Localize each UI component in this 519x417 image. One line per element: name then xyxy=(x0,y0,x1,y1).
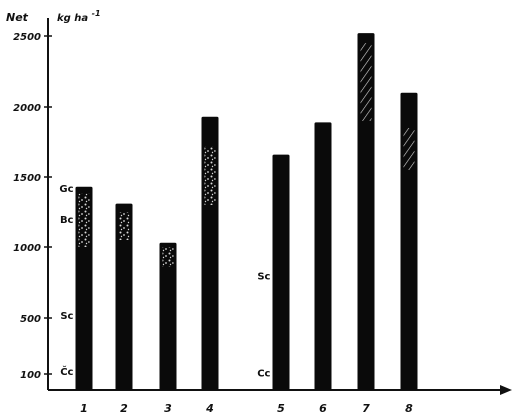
y-tick-label: 1000 xyxy=(13,243,41,254)
unit-text: kg ha xyxy=(57,13,88,24)
segment-labels: Gc Bc Sc Čc Sc Cc xyxy=(59,184,270,379)
x-tick-label: 2 xyxy=(120,402,128,415)
bar-2 xyxy=(115,203,133,390)
unit-exponent: -1 xyxy=(92,9,101,18)
y-tick-label: 500 xyxy=(20,314,41,325)
x-tick-label: 8 xyxy=(405,402,413,415)
x-tick-label: 4 xyxy=(205,402,214,415)
bar-texture xyxy=(204,146,216,205)
y-tick-label: 2500 xyxy=(13,32,41,43)
segment-label: Sc xyxy=(257,271,270,282)
segment-label: Sc xyxy=(60,311,73,322)
bar-6 xyxy=(314,122,332,391)
y-tick-label: 2000 xyxy=(13,103,41,114)
bar-texture xyxy=(118,212,130,240)
segment-label: Čc xyxy=(60,365,73,378)
x-ticks: 1 2 3 4 5 6 7 8 xyxy=(80,402,413,415)
bar-texture xyxy=(360,43,372,121)
y-axis-label: Net xyxy=(6,11,29,24)
bars xyxy=(75,33,418,391)
x-tick-label: 5 xyxy=(277,402,285,415)
segment-label: Cc xyxy=(257,369,270,380)
x-tick-label: 6 xyxy=(319,402,327,415)
unit-label: kg ha -1 xyxy=(57,9,101,24)
segment-label: Bc xyxy=(60,215,74,226)
bar-texture xyxy=(403,128,415,170)
y-tick-label: 1500 xyxy=(13,173,41,184)
x-axis-arrowhead xyxy=(500,385,512,395)
x-tick-label: 1 xyxy=(80,402,88,415)
bar-3 xyxy=(159,242,177,390)
bar-texture xyxy=(162,247,174,267)
segment-label: Gc xyxy=(59,184,73,195)
y-ticks: 100 500 1000 1500 2000 2500 xyxy=(13,32,52,381)
bar-texture xyxy=(78,193,90,247)
x-tick-label: 7 xyxy=(362,402,370,415)
x-tick-label: 3 xyxy=(164,402,172,415)
bar-7 xyxy=(357,33,375,390)
bar-5 xyxy=(272,154,290,390)
y-tick-label: 100 xyxy=(20,370,41,381)
